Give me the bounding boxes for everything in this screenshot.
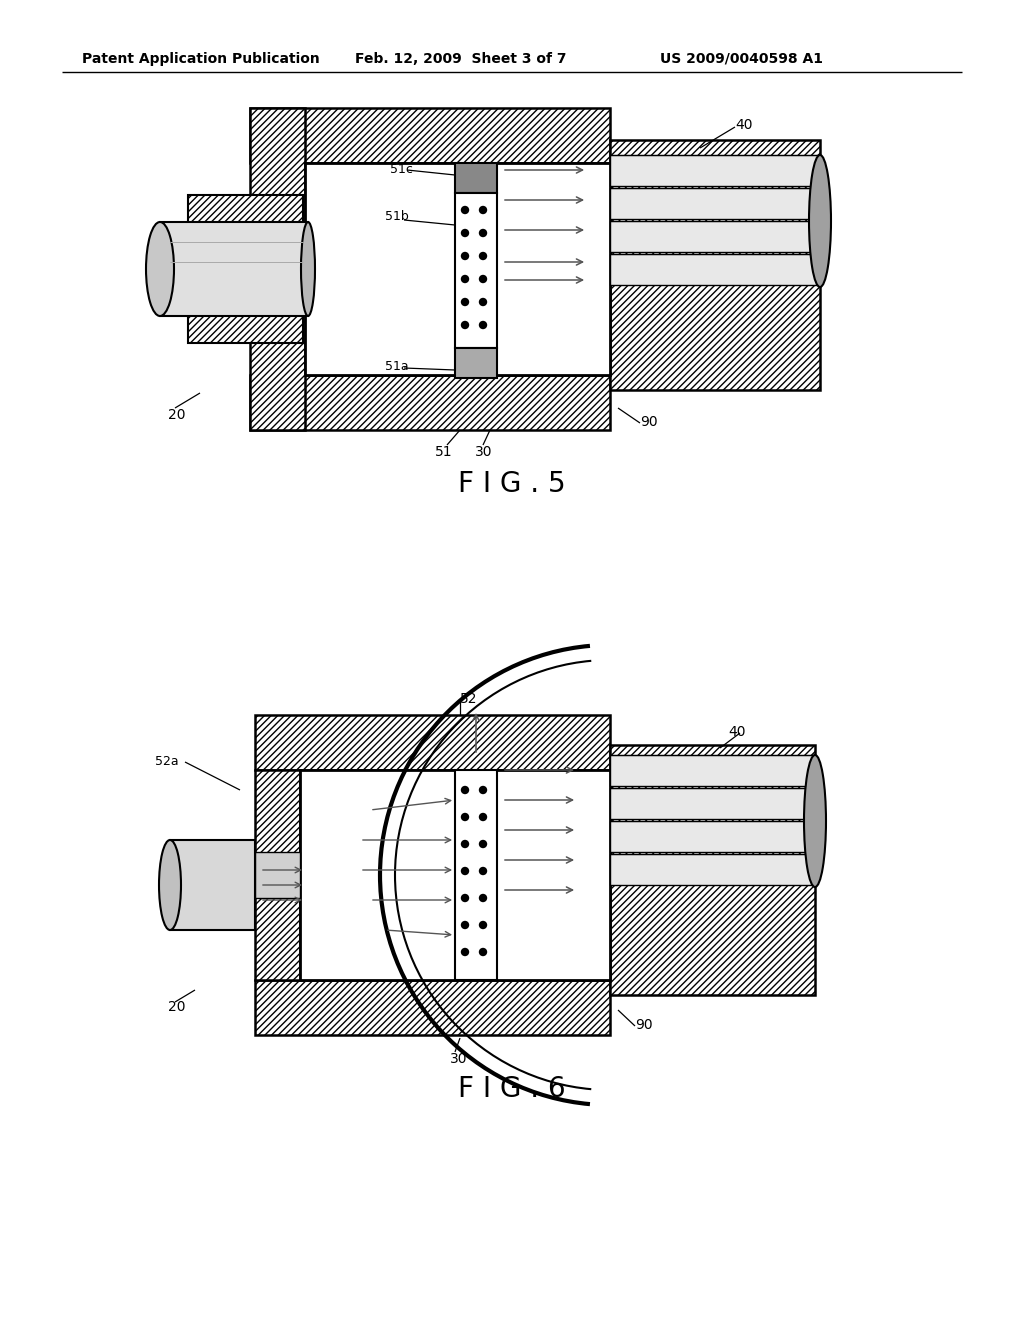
Text: Feb. 12, 2009  Sheet 3 of 7: Feb. 12, 2009 Sheet 3 of 7 — [355, 51, 566, 66]
Bar — [160, 222, 308, 315]
Circle shape — [479, 252, 486, 260]
Text: 51a: 51a — [385, 360, 409, 374]
Bar — [188, 195, 303, 343]
Text: 90: 90 — [635, 1018, 652, 1032]
Bar — [610, 220, 820, 252]
Bar — [455, 348, 497, 378]
Bar — [610, 187, 820, 219]
Text: Patent Application Publication: Patent Application Publication — [82, 51, 319, 66]
Circle shape — [462, 298, 469, 305]
Bar — [610, 140, 820, 389]
Text: 20: 20 — [168, 408, 185, 422]
Circle shape — [479, 841, 486, 847]
Circle shape — [462, 867, 469, 874]
Text: 52a: 52a — [155, 755, 178, 768]
Ellipse shape — [146, 222, 174, 315]
Bar — [170, 840, 255, 931]
Text: 30: 30 — [450, 1052, 468, 1067]
Text: 52: 52 — [460, 692, 477, 706]
Circle shape — [479, 895, 486, 902]
Bar — [610, 744, 815, 995]
Circle shape — [479, 949, 486, 956]
Text: 40: 40 — [735, 117, 753, 132]
Bar — [305, 162, 610, 375]
Circle shape — [479, 322, 486, 329]
Text: F I G . 6: F I G . 6 — [458, 1074, 566, 1104]
Circle shape — [479, 787, 486, 793]
Circle shape — [479, 276, 486, 282]
Circle shape — [479, 813, 486, 821]
Bar — [250, 108, 610, 162]
Circle shape — [462, 322, 469, 329]
Ellipse shape — [159, 840, 181, 931]
Bar — [255, 770, 300, 979]
Circle shape — [462, 787, 469, 793]
Circle shape — [462, 921, 469, 928]
Circle shape — [462, 276, 469, 282]
Circle shape — [479, 867, 486, 874]
Text: 51c: 51c — [390, 162, 413, 176]
Circle shape — [462, 949, 469, 956]
Circle shape — [462, 841, 469, 847]
Text: 30: 30 — [475, 445, 493, 459]
Circle shape — [462, 895, 469, 902]
Bar — [255, 979, 610, 1035]
Bar — [610, 821, 815, 851]
Circle shape — [479, 206, 486, 214]
Bar — [455, 193, 497, 348]
Bar — [610, 253, 820, 285]
Bar — [610, 854, 815, 884]
Bar — [455, 162, 497, 193]
Text: 90: 90 — [640, 414, 657, 429]
Bar — [250, 108, 305, 430]
Text: 40: 40 — [728, 725, 745, 739]
Circle shape — [462, 252, 469, 260]
Bar — [300, 770, 610, 979]
Circle shape — [479, 298, 486, 305]
Text: US 2009/0040598 A1: US 2009/0040598 A1 — [660, 51, 823, 66]
Bar — [250, 375, 610, 430]
Bar — [255, 715, 610, 770]
Text: 51b: 51b — [385, 210, 409, 223]
Text: 20: 20 — [168, 1001, 185, 1014]
Bar — [610, 154, 820, 186]
Ellipse shape — [804, 755, 826, 887]
Bar — [610, 788, 815, 818]
Circle shape — [462, 206, 469, 214]
Circle shape — [462, 813, 469, 821]
Circle shape — [462, 230, 469, 236]
Circle shape — [479, 921, 486, 928]
Bar — [455, 770, 497, 979]
Text: 51: 51 — [435, 445, 453, 459]
Ellipse shape — [301, 222, 315, 315]
Circle shape — [479, 230, 486, 236]
Ellipse shape — [809, 154, 831, 286]
Text: F I G . 5: F I G . 5 — [458, 470, 566, 498]
Bar — [610, 755, 815, 785]
Bar — [255, 851, 300, 898]
